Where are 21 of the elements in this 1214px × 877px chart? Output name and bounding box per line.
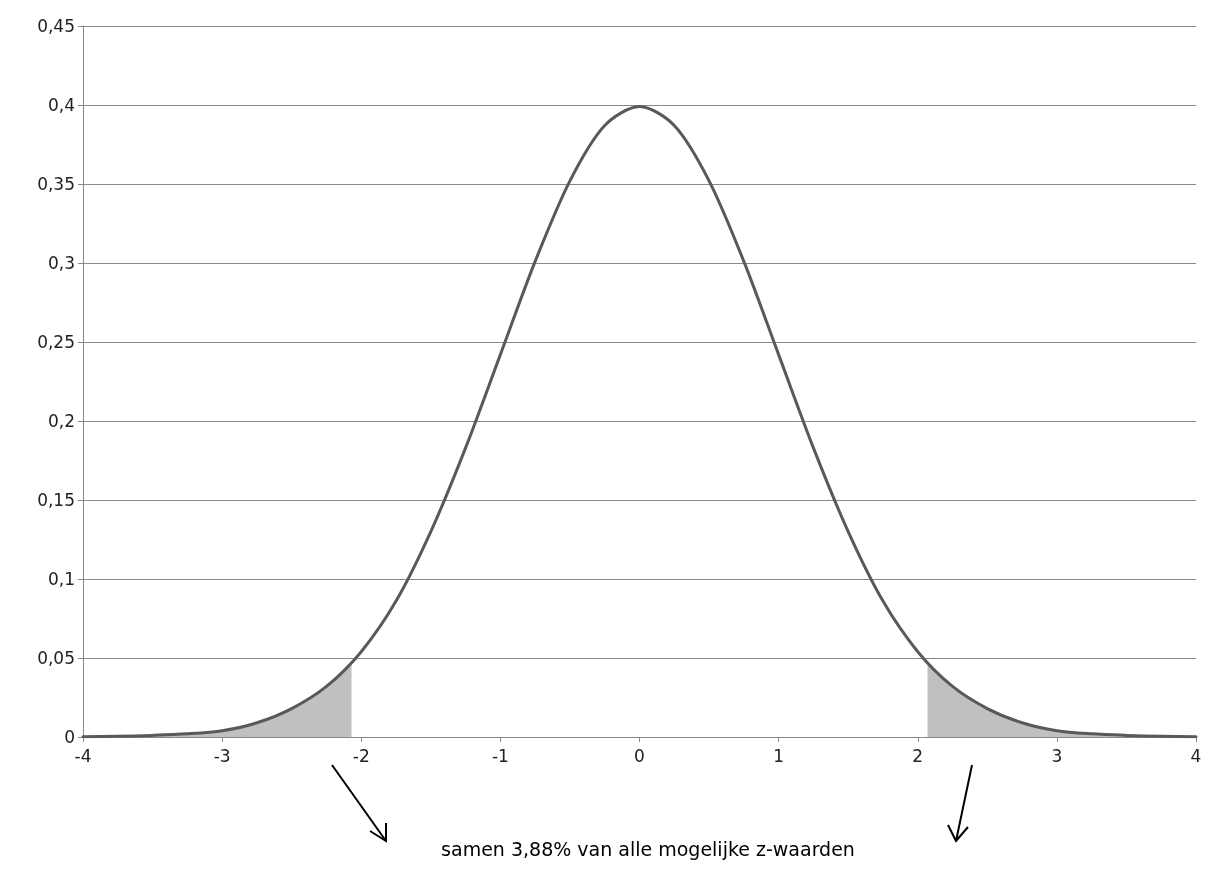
x-tick-label: 0: [634, 745, 645, 766]
x-tick-label: 4: [1190, 745, 1202, 766]
line-series: [81, 105, 1198, 739]
y-tick-label: 0,35: [37, 174, 75, 194]
x-tick-label: -2: [352, 745, 370, 766]
x-tick-label: -4: [74, 745, 92, 766]
y-tick-label: 0,1: [47, 569, 75, 589]
y-tick-label: 0,05: [37, 648, 75, 668]
y-tick-label: 0,3: [47, 253, 75, 273]
x-tick-label: 2: [912, 745, 924, 766]
y-tick-label: 0,45: [37, 16, 75, 36]
y-tick-label: 0,15: [37, 490, 75, 510]
x-tick-label: -1: [491, 745, 509, 766]
x-tick-label: -3: [213, 745, 231, 766]
y-tick-label: 0,4: [47, 95, 75, 115]
x-tick-label: 3: [1051, 745, 1063, 766]
text: samen 3,88% van alle mogelijke z-waarden: [441, 837, 855, 860]
x-tick-label: 1: [773, 745, 785, 766]
y-tick-label: 0,2: [47, 411, 75, 431]
y-tick-label: 0: [64, 727, 75, 747]
y-tick-label: 0,25: [37, 332, 75, 352]
